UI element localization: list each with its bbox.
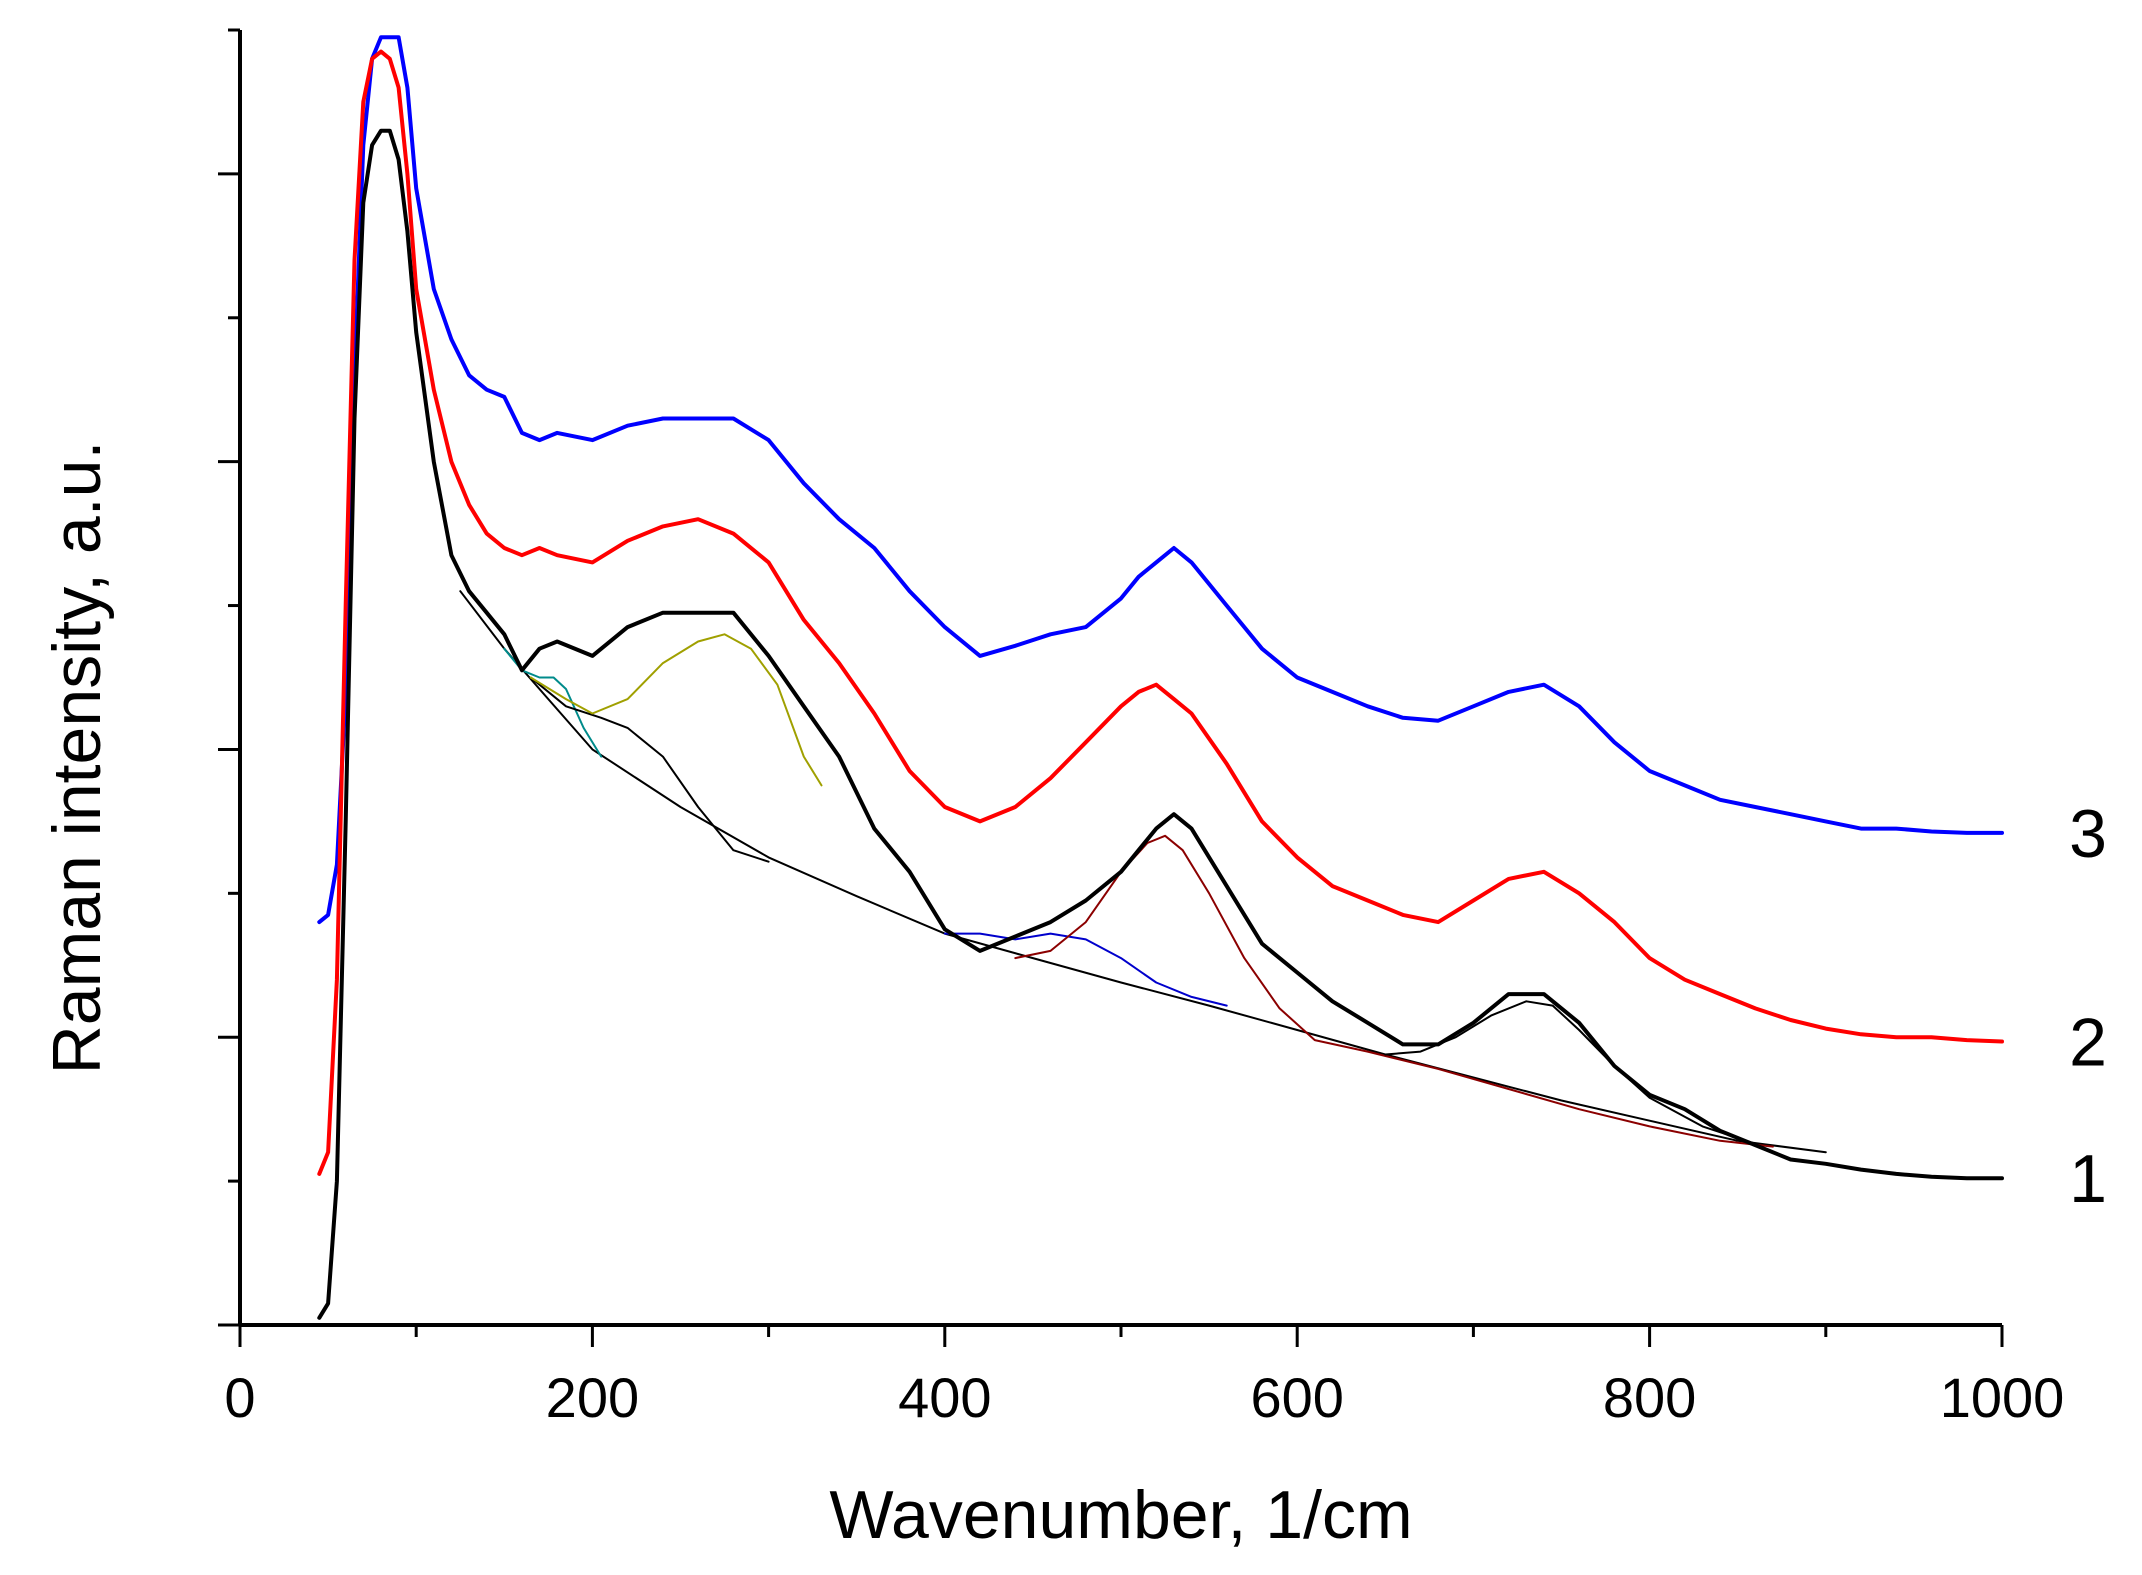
fit-components-layer xyxy=(459,590,1827,1154)
x-tick-label: 200 xyxy=(546,1366,639,1429)
series-line-2 xyxy=(317,49,2004,1176)
fit-component-peak-460 xyxy=(943,932,1228,1007)
fit-component-peak-215 xyxy=(529,676,770,863)
fit-component-peak-525 xyxy=(1014,834,1774,1148)
x-tick-label: 800 xyxy=(1603,1366,1696,1429)
series-label-3: 3 xyxy=(2069,796,2107,872)
series-label-2: 2 xyxy=(2069,1005,2107,1081)
x-tick-label: 400 xyxy=(898,1366,991,1429)
series-layer xyxy=(317,35,2004,1320)
labels-layer: 0 200 400 600 800 1000 Wavenumber, 1/cm Raman i… xyxy=(39,441,2107,1553)
x-axis-title: Wavenumber, 1/cm xyxy=(829,1477,1412,1553)
x-tick-label: 0 xyxy=(224,1366,255,1429)
x-tick-label: 600 xyxy=(1250,1366,1343,1429)
fit-component-baseline xyxy=(459,590,1827,1154)
y-axis-title: Raman intensity, a.u. xyxy=(39,441,115,1075)
series-label-1: 1 xyxy=(2069,1141,2107,1217)
x-tick-label: 1000 xyxy=(1940,1366,2065,1429)
fit-component-peak-730 xyxy=(1384,1000,1757,1145)
series-line-1 xyxy=(317,128,2004,1320)
axes-layer xyxy=(218,28,2004,1347)
series-line-3 xyxy=(317,35,2004,925)
fit-component-peak-270 xyxy=(529,633,823,787)
